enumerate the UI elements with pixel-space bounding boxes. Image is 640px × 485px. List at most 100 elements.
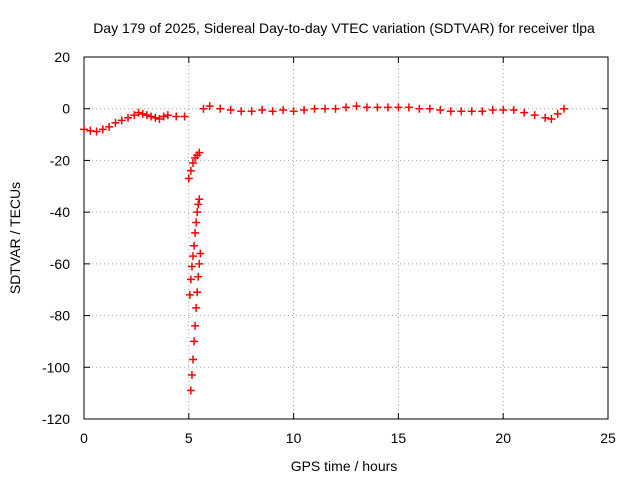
data-point [86, 126, 95, 135]
data-point [163, 111, 172, 120]
x-tick-label: 5 [185, 430, 193, 446]
data-point [180, 112, 189, 121]
data-point [195, 148, 204, 157]
data-point [373, 103, 382, 112]
x-tick-label: 15 [391, 430, 407, 446]
plot-frame [83, 56, 609, 420]
data-point [188, 355, 197, 364]
data-point [425, 104, 434, 113]
data-point [310, 104, 319, 113]
data-point [541, 113, 550, 122]
data-point [193, 288, 202, 297]
data-point [186, 166, 195, 175]
data-point [194, 272, 203, 281]
x-tick-label: 10 [286, 430, 302, 446]
data-point [467, 107, 476, 116]
data-point [268, 107, 277, 116]
data-point [190, 337, 199, 346]
data-point [187, 371, 196, 380]
data-point [237, 107, 246, 116]
data-point [151, 113, 160, 122]
data-point [186, 275, 195, 284]
data-point [342, 103, 350, 112]
y-tick-label: -60 [50, 256, 70, 272]
data-point [530, 111, 539, 120]
point-layer [80, 102, 568, 395]
data-point [436, 106, 445, 115]
y-tick-label: 20 [54, 49, 70, 65]
data-point [446, 107, 455, 116]
y-tick-label: -120 [42, 411, 70, 427]
data-point [80, 125, 88, 134]
data-point [457, 107, 466, 116]
x-tick-label: 25 [600, 430, 616, 446]
y-axis-label: SDTVAR / TECUs [7, 182, 23, 294]
y-tick-label: -40 [50, 204, 70, 220]
data-point [362, 103, 371, 112]
data-point [553, 109, 562, 118]
data-point [105, 122, 114, 131]
data-point [199, 104, 208, 113]
data-point [559, 104, 568, 113]
data-point [191, 321, 200, 330]
x-axis-label: GPS time / hours [291, 458, 398, 474]
data-point [383, 103, 392, 112]
data-point [226, 106, 235, 115]
y-tick-label: -20 [50, 152, 70, 168]
x-tick-label: 0 [80, 430, 88, 446]
data-point [195, 259, 204, 268]
data-point [509, 106, 518, 115]
data-point [279, 106, 288, 115]
data-point [190, 241, 199, 250]
data-point [404, 103, 413, 112]
data-point [98, 125, 107, 134]
data-point [142, 111, 151, 120]
y-tick-label: -100 [42, 359, 70, 375]
x-tick-label: 20 [495, 430, 511, 446]
data-point [184, 174, 193, 183]
data-point [192, 303, 201, 312]
chart-title: Day 179 of 2025, Sidereal Day-to-day VTE… [93, 20, 595, 36]
data-point [124, 113, 133, 122]
data-point [499, 106, 508, 115]
data-point [194, 200, 203, 209]
data-point [300, 106, 309, 115]
data-point [185, 290, 194, 299]
tick-layer: 0 5 10 15 20 25 20 0 -20 -40 -60 -80 -100 -120 [42, 49, 616, 446]
data-point [247, 107, 256, 116]
data-point [159, 112, 168, 121]
data-point [92, 127, 101, 136]
data-point [258, 106, 267, 115]
data-point [488, 106, 497, 115]
data-point [352, 102, 361, 111]
data-point [117, 116, 126, 125]
data-point [195, 195, 204, 204]
data-point [186, 386, 195, 395]
data-point [289, 107, 298, 116]
data-point [196, 249, 205, 258]
data-point [216, 104, 225, 113]
data-point [155, 115, 164, 124]
data-point [188, 252, 197, 261]
data-point [193, 208, 202, 217]
data-point [130, 111, 139, 120]
grid-layer [84, 57, 608, 419]
data-point [134, 108, 143, 117]
y-tick-label: 0 [62, 101, 70, 117]
data-point [172, 112, 181, 121]
data-point [111, 118, 120, 127]
data-point [394, 103, 403, 112]
data-point [191, 228, 200, 237]
data-point [520, 108, 529, 117]
y-tick-label: -80 [50, 308, 70, 324]
data-point [138, 109, 147, 118]
data-point [147, 112, 156, 121]
data-point [192, 218, 201, 227]
data-point [187, 262, 196, 271]
data-point [188, 159, 197, 168]
data-point [547, 115, 556, 124]
data-point [331, 104, 340, 113]
data-point [478, 107, 487, 116]
